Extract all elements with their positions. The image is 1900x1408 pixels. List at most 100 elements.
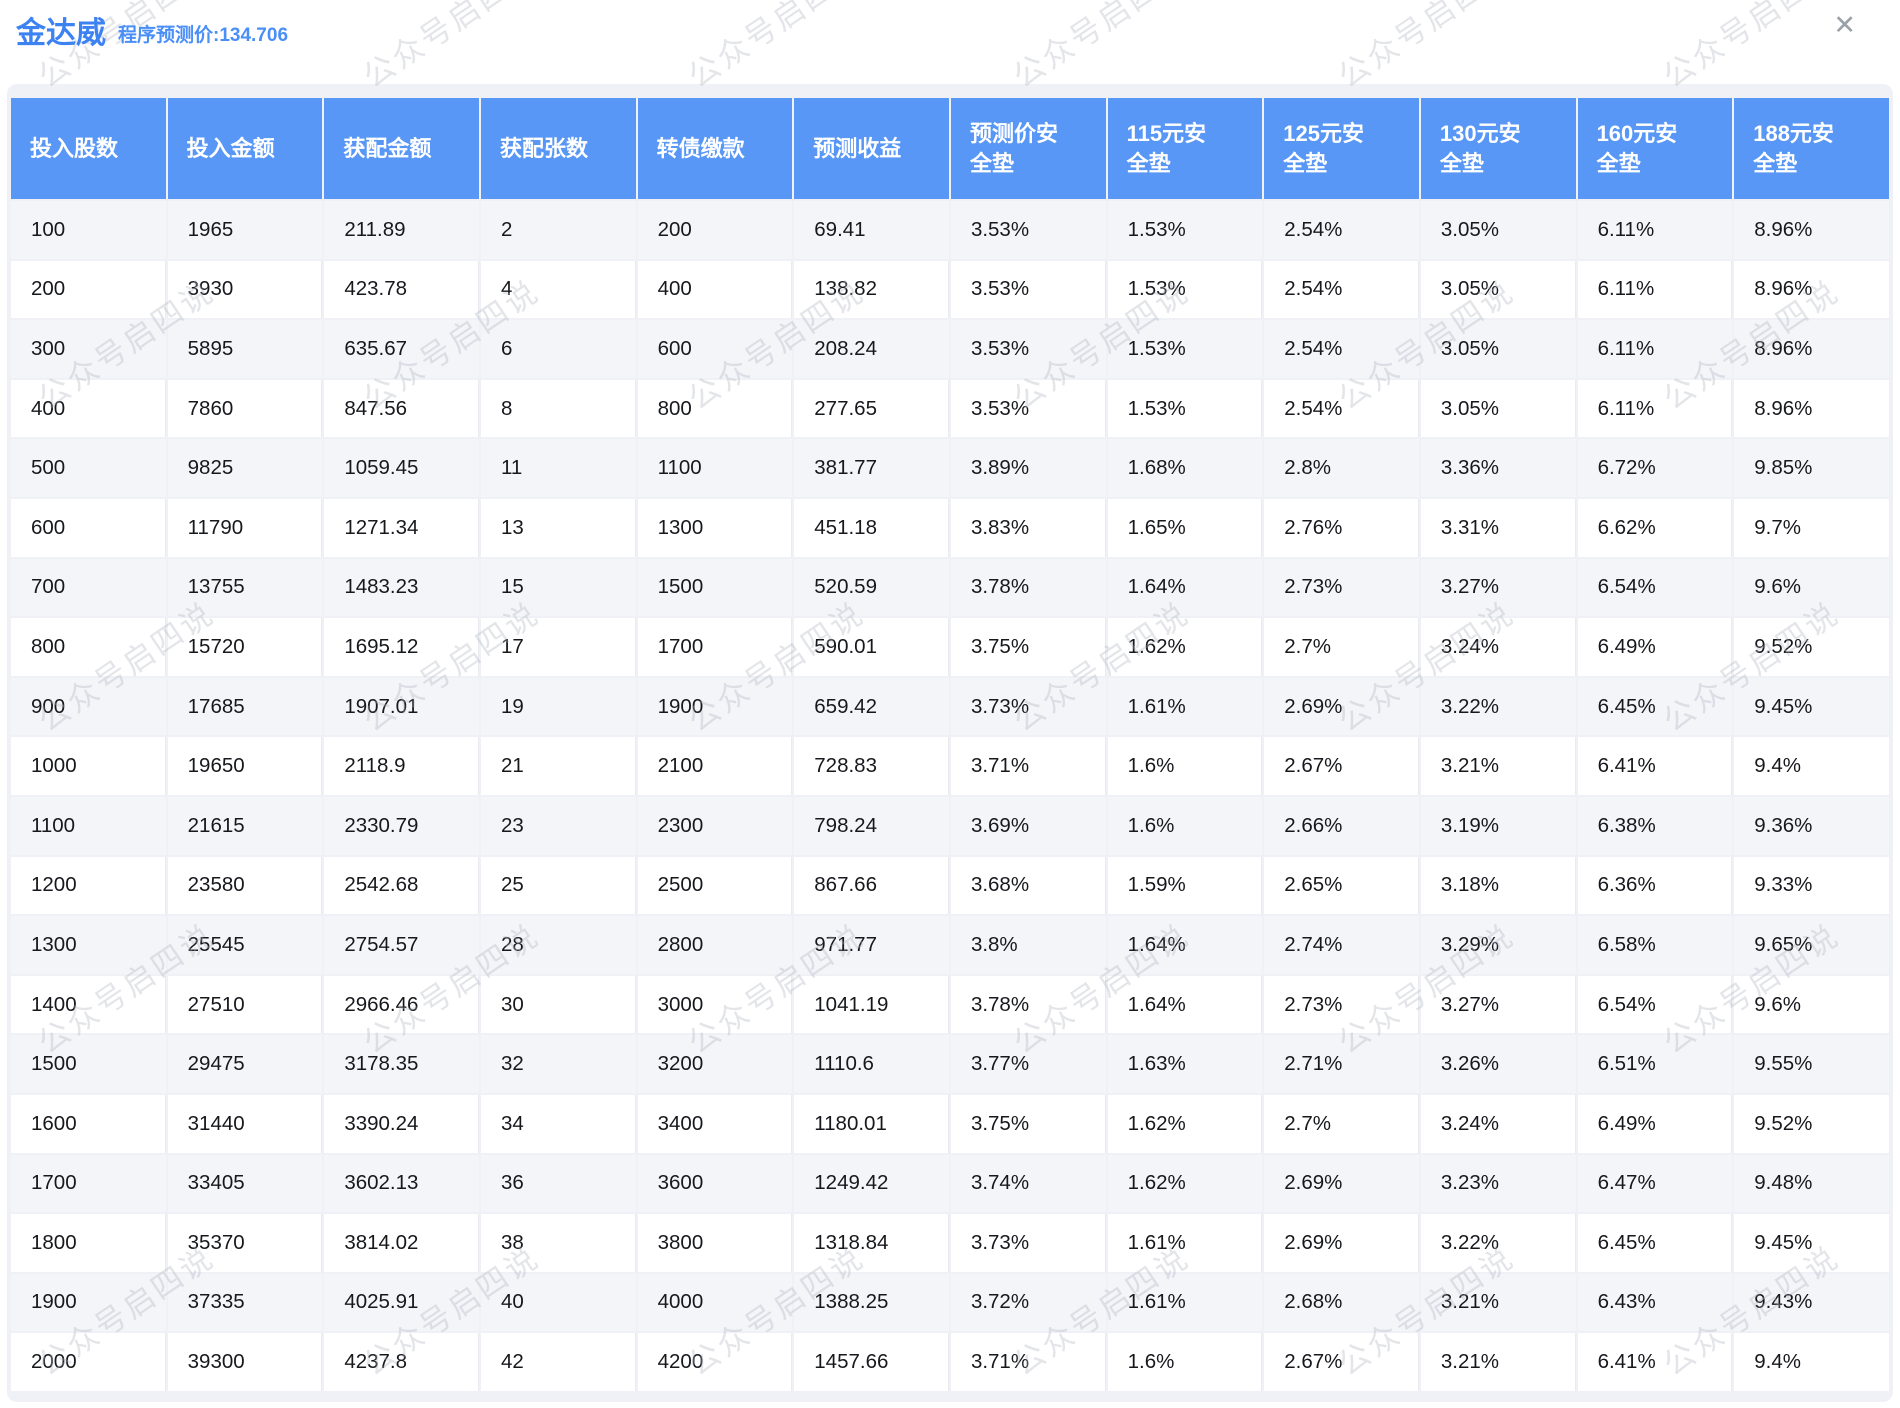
table-cell: 2.67% [1264, 737, 1419, 795]
table-cell: 9.55% [1734, 1035, 1889, 1093]
table-cell: 1180.01 [794, 1094, 949, 1153]
table-cell: 400 [11, 379, 166, 438]
table-cell: 3.71% [950, 1333, 1106, 1391]
table-cell: 1.65% [1107, 498, 1263, 557]
table-cell: 2.67% [1264, 1333, 1419, 1391]
table-row: 1500 29475 3178.35 32 3200 1110.6 3.77% 1.63% 2.… [11, 1035, 1889, 1093]
column-header: 130元安全垫 [1420, 98, 1576, 199]
table-cell: 32 [480, 1035, 636, 1093]
table-cell: 2542.68 [324, 856, 479, 915]
table-cell: 1388.25 [794, 1273, 949, 1332]
table-cell: 1300 [11, 916, 166, 974]
table-row: 400 7860 847.56 8 800 277.65 3.53% 1.53% 2.54% 3.… [11, 379, 1889, 438]
table-cell: 17685 [167, 677, 323, 736]
table-cell: 3178.35 [324, 1035, 479, 1093]
table-cell: 867.66 [794, 856, 949, 915]
table-cell: 1.53% [1107, 201, 1263, 259]
table-cell: 1700 [637, 618, 793, 676]
table-cell: 3.75% [950, 1094, 1106, 1153]
table-cell: 3.83% [950, 498, 1106, 557]
table-row: 1900 37335 4025.91 40 4000 1388.25 3.72% 1.61% 2… [11, 1273, 1889, 1332]
table-cell: 6.54% [1577, 558, 1733, 617]
predicted-price-label: 程序预测价:134.706 [118, 25, 289, 46]
table-cell: 1271.34 [324, 498, 479, 557]
table-cell: 3800 [637, 1214, 793, 1272]
table-cell: 1.61% [1107, 677, 1263, 736]
table-cell: 3.27% [1420, 558, 1576, 617]
table-cell: 8.96% [1734, 201, 1889, 259]
table-cell: 17 [480, 618, 636, 676]
table-cell: 3.75% [950, 618, 1106, 676]
table-cell: 6.43% [1577, 1273, 1733, 1332]
table-cell: 200 [637, 201, 793, 259]
table-cell: 847.56 [324, 379, 479, 438]
allocation-table: 投入股数 投入金额 获配金额 获配张数 转债缴款 预测收益 预测价安全垫 115元安全垫 125… [9, 96, 1891, 1393]
table-cell: 900 [11, 677, 166, 736]
table-cell: 600 [637, 320, 793, 378]
table-cell: 2.76% [1264, 498, 1419, 557]
table-cell: 37335 [167, 1273, 323, 1332]
table-row: 1200 23580 2542.68 25 2500 867.66 3.68% 1.59% 2.… [11, 856, 1889, 915]
table-cell: 2800 [637, 916, 793, 974]
table-cell: 1483.23 [324, 558, 479, 617]
table-cell: 4 [480, 260, 636, 319]
table-cell: 8.96% [1734, 379, 1889, 438]
table-cell: 9.45% [1734, 1214, 1889, 1272]
table-row: 800 15720 1695.12 17 1700 590.01 3.75% 1.62% 2.7… [11, 618, 1889, 676]
table-cell: 3.26% [1420, 1035, 1576, 1093]
table-cell: 2.54% [1264, 201, 1419, 259]
table-cell: 3.21% [1420, 737, 1576, 795]
table-cell: 423.78 [324, 260, 479, 319]
column-header: 125元安全垫 [1264, 98, 1419, 199]
table-cell: 6.72% [1577, 439, 1733, 497]
column-header: 获配张数 [480, 98, 636, 199]
table-cell: 3.53% [950, 320, 1106, 378]
table-cell: 1.62% [1107, 1094, 1263, 1153]
table-row: 1300 25545 2754.57 28 2800 971.77 3.8% 1.64% 2.7… [11, 916, 1889, 974]
table-cell: 3.19% [1420, 796, 1576, 855]
table-cell: 3.8% [950, 916, 1106, 974]
table-cell: 2.69% [1264, 1214, 1419, 1272]
table-cell: 3.21% [1420, 1273, 1576, 1332]
table-cell: 9.43% [1734, 1273, 1889, 1332]
table-cell: 3.78% [950, 975, 1106, 1034]
column-header: 115元安全垫 [1107, 98, 1263, 199]
table-cell: 4200 [637, 1333, 793, 1391]
table-cell: 31440 [167, 1094, 323, 1153]
table-cell: 1500 [11, 1035, 166, 1093]
table-cell: 3.78% [950, 558, 1106, 617]
table-row: 1800 35370 3814.02 38 3800 1318.84 3.73% 1.61% 2… [11, 1214, 1889, 1272]
table-cell: 1.62% [1107, 618, 1263, 676]
table-cell: 277.65 [794, 379, 949, 438]
table-cell: 9.52% [1734, 618, 1889, 676]
table-cell: 6.11% [1577, 379, 1733, 438]
table-cell: 1.61% [1107, 1214, 1263, 1272]
table-cell: 30 [480, 975, 636, 1034]
table-cell: 3.24% [1420, 618, 1576, 676]
table-cell: 6.58% [1577, 916, 1733, 974]
table-cell: 2.7% [1264, 1094, 1419, 1153]
table-cell: 1318.84 [794, 1214, 949, 1272]
table-cell: 6.49% [1577, 1094, 1733, 1153]
table-cell: 6.49% [1577, 618, 1733, 676]
table-cell: 9.52% [1734, 1094, 1889, 1153]
table-cell: 1500 [637, 558, 793, 617]
table-cell: 635.67 [324, 320, 479, 378]
table-cell: 3814.02 [324, 1214, 479, 1272]
table-cell: 1.59% [1107, 856, 1263, 915]
table-cell: 2.71% [1264, 1035, 1419, 1093]
table-cell: 5895 [167, 320, 323, 378]
table-cell: 2300 [637, 796, 793, 855]
table-cell: 1059.45 [324, 439, 479, 497]
table-cell: 2000 [11, 1333, 166, 1391]
table-cell: 8 [480, 379, 636, 438]
table-cell: 6.45% [1577, 677, 1733, 736]
close-icon[interactable]: ✕ [1833, 10, 1856, 40]
table-cell: 500 [11, 439, 166, 497]
table-cell: 3.73% [950, 1214, 1106, 1272]
table-cell: 3.69% [950, 796, 1106, 855]
table-cell: 19 [480, 677, 636, 736]
table-cell: 8.96% [1734, 320, 1889, 378]
table-cell: 2.54% [1264, 320, 1419, 378]
table-cell: 9.6% [1734, 975, 1889, 1034]
